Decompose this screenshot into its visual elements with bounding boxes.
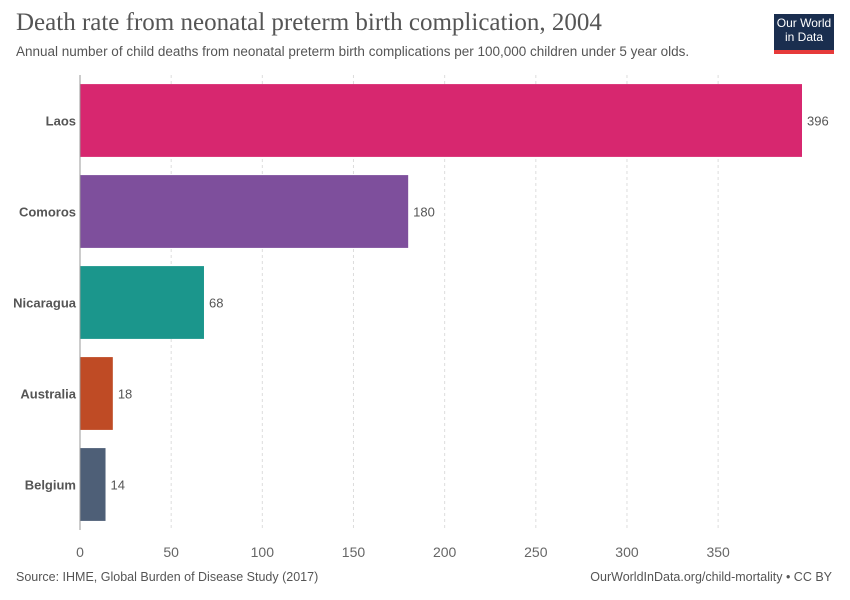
bar-australia — [80, 357, 113, 430]
x-tick-label-100: 100 — [251, 544, 275, 560]
x-tick-label-250: 250 — [524, 544, 548, 560]
bar-comoros — [80, 175, 409, 248]
x-tick-label-50: 50 — [163, 544, 179, 560]
owid-logo[interactable]: Our World in Data — [774, 14, 834, 54]
chart-subtitle: Annual number of child deaths from neona… — [16, 44, 690, 59]
bar-belgium — [80, 448, 106, 521]
category-label-comoros: Comoros — [19, 205, 76, 220]
chart-title: Death rate from neonatal preterm birth c… — [16, 9, 602, 36]
source-note: Source: IHME, Global Burden of Disease S… — [16, 570, 319, 584]
x-tick-label-300: 300 — [615, 544, 639, 560]
category-label-laos: Laos — [46, 114, 76, 129]
license-link[interactable]: OurWorldInData.org/child-mortality • CC … — [590, 570, 832, 584]
value-label-nicaragua: 68 — [209, 296, 223, 311]
axes: 0 50 100 150 200 250 300 350 Laos 396 Comoros 180 Ni… — [13, 75, 829, 560]
category-label-australia: Australia — [20, 387, 76, 402]
grid-lines — [170, 75, 719, 530]
value-label-australia: 18 — [118, 387, 132, 402]
logo-line-2: in Data — [784, 30, 824, 44]
bars — [80, 84, 802, 521]
logo-line-1: Our World — [776, 16, 832, 30]
value-label-comoros: 180 — [413, 205, 435, 220]
bar-laos — [80, 84, 802, 157]
bar-nicaragua — [80, 266, 204, 339]
value-label-laos: 396 — [807, 114, 829, 129]
x-tick-label-150: 150 — [342, 544, 366, 560]
x-tick-label-0: 0 — [76, 544, 84, 560]
value-label-belgium: 14 — [111, 478, 125, 493]
x-tick-label-200: 200 — [433, 544, 457, 560]
category-label-belgium: Belgium — [25, 478, 76, 493]
category-label-nicaragua: Nicaragua — [13, 296, 77, 311]
x-tick-label-350: 350 — [706, 544, 730, 560]
